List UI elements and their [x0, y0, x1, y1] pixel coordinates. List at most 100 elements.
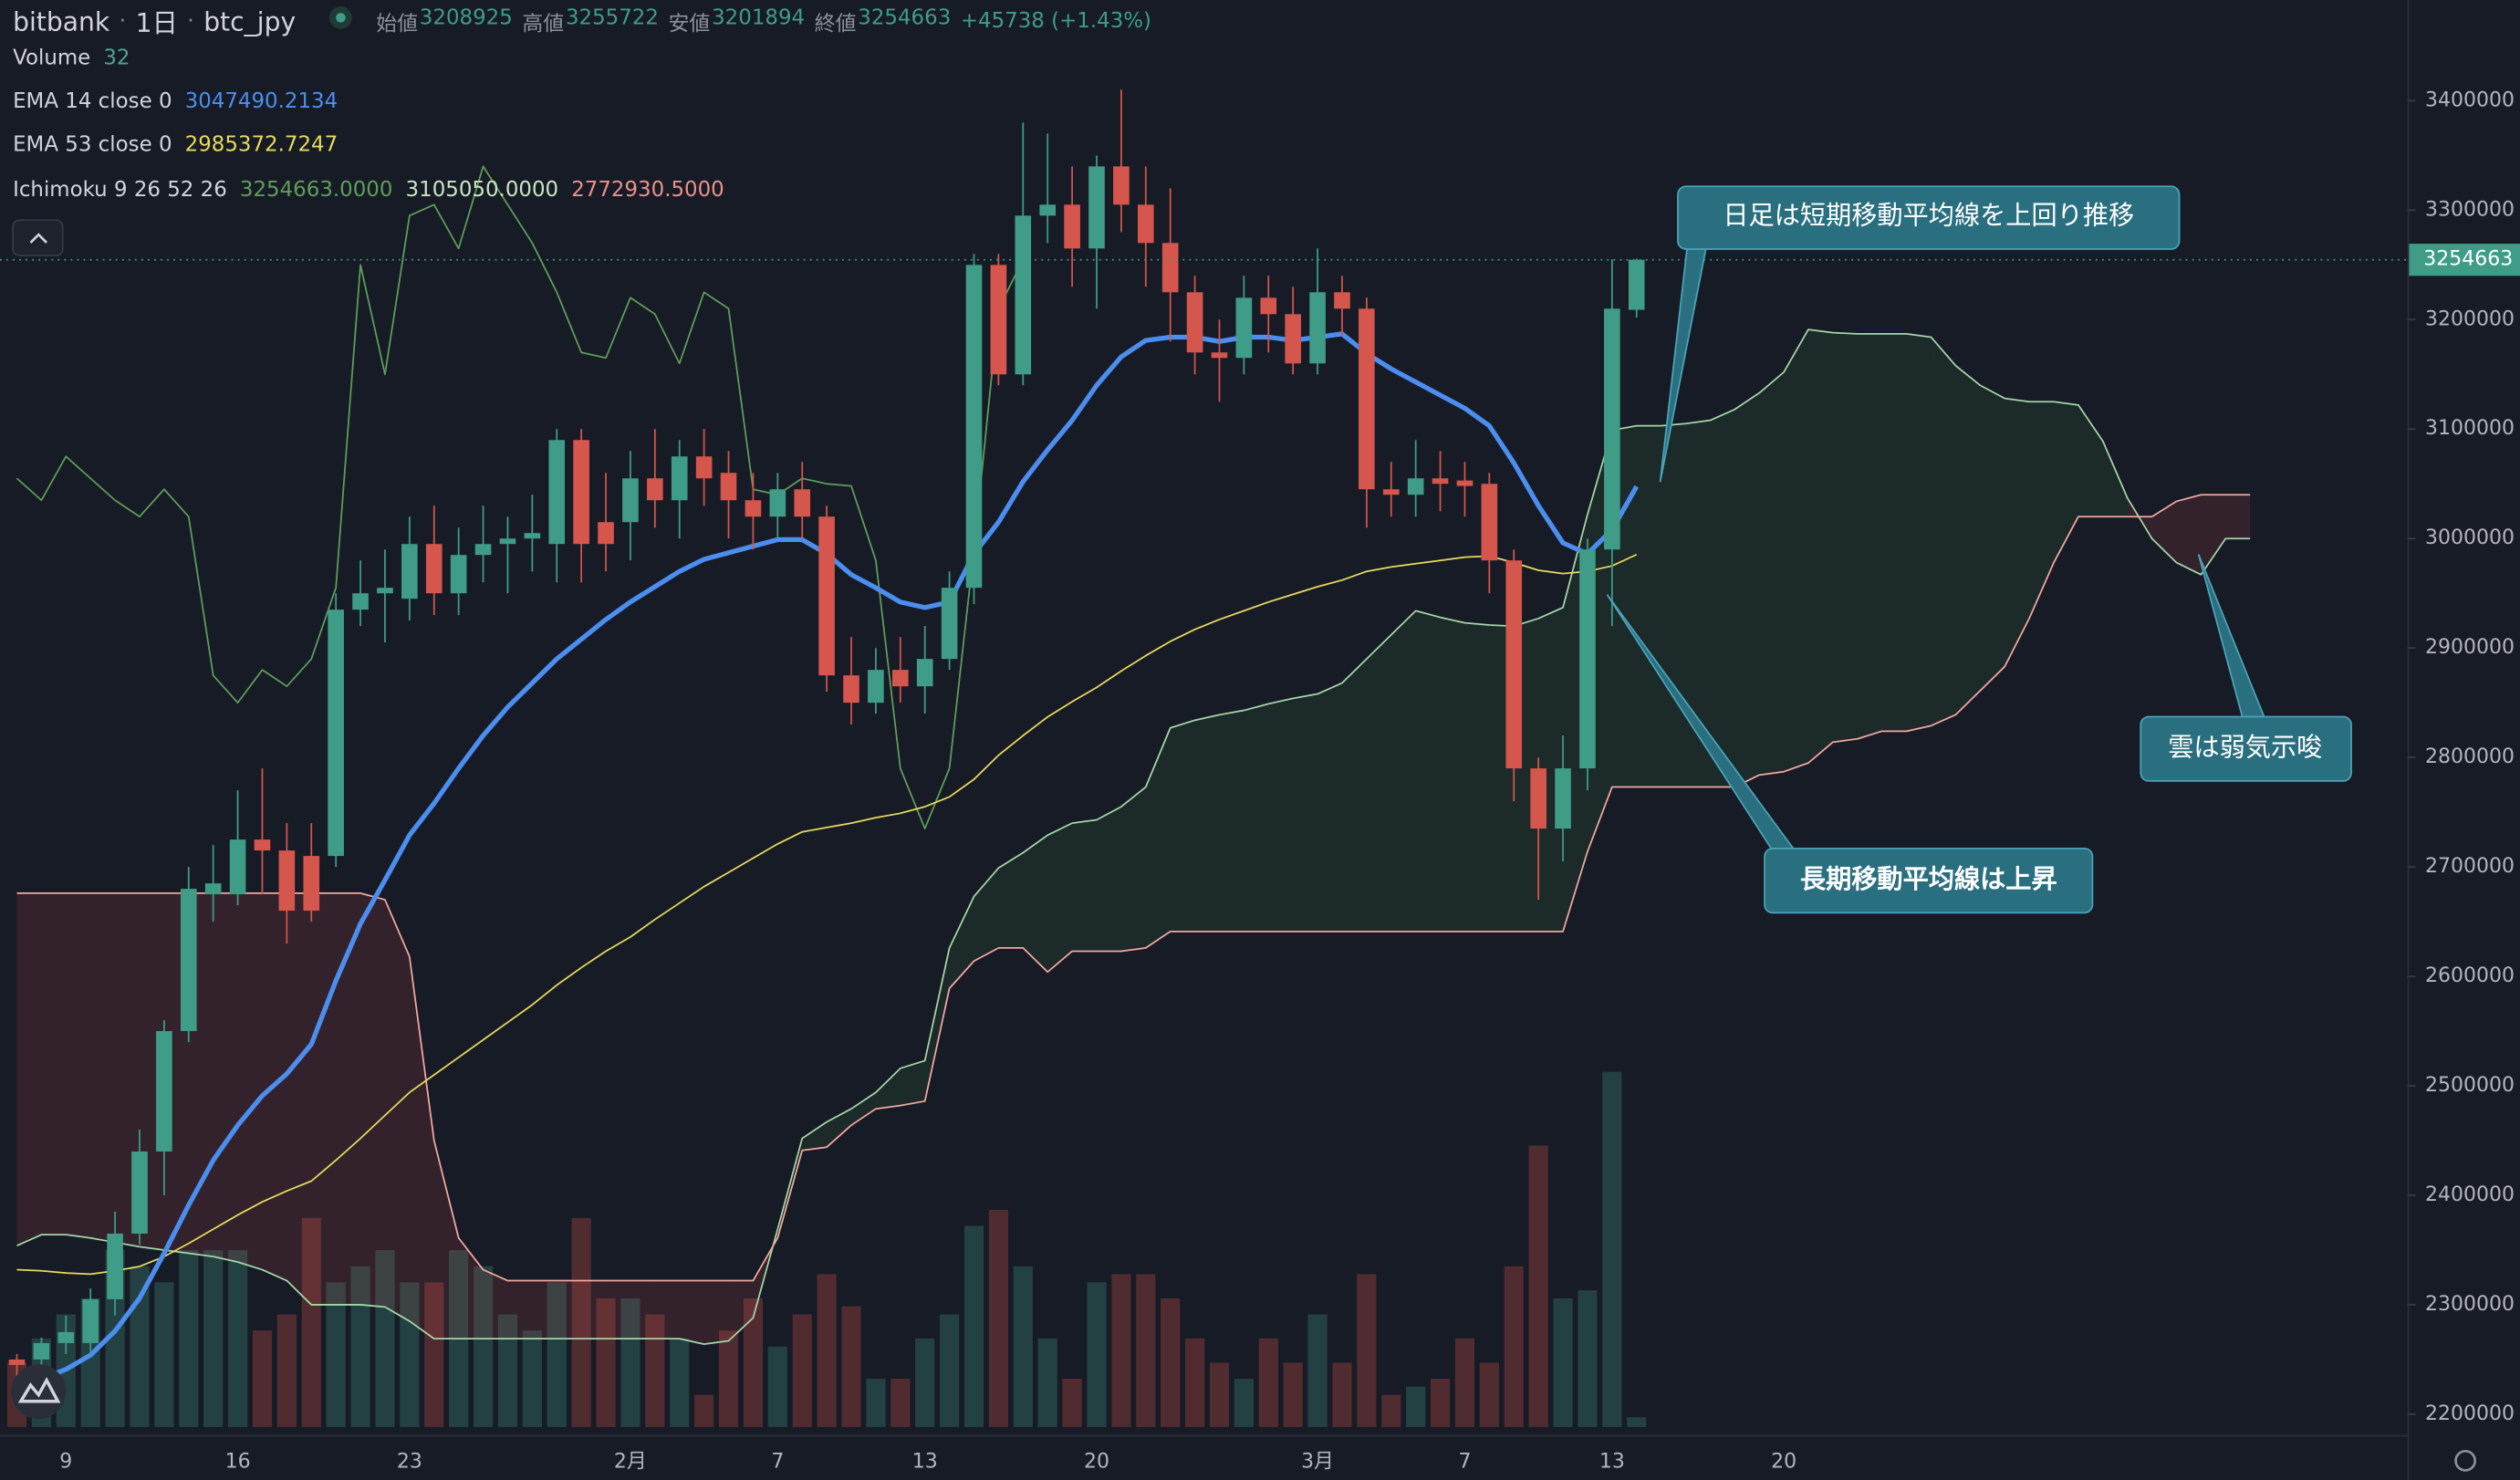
candle-body: [352, 593, 369, 610]
candle-body: [131, 1151, 148, 1234]
annotation: 日足は短期移動平均線を上回り推移: [1659, 185, 2181, 483]
candle-body: [1555, 768, 1571, 829]
volume-bar: [915, 1338, 935, 1427]
cloud: [90, 892, 116, 1243]
candle-body: [671, 456, 688, 501]
candle-body: [450, 555, 467, 594]
cloud: [311, 892, 337, 1305]
volume-bar: [276, 1314, 297, 1427]
candle-body: [548, 440, 566, 545]
candle-body: [1382, 489, 1400, 495]
cloud: [581, 1280, 607, 1339]
separator: ·: [187, 8, 194, 34]
cloud: [1955, 365, 1981, 715]
candle-body: [303, 856, 320, 912]
volume-bar: [473, 1266, 494, 1427]
cloud: [2225, 495, 2251, 539]
cloud: [409, 956, 434, 1339]
cloud: [875, 1068, 901, 1110]
cloud: [2176, 495, 2202, 575]
last-price-label: 3254663: [2423, 248, 2513, 271]
volume-bar: [252, 1330, 273, 1427]
volume-bar: [1258, 1338, 1278, 1427]
collapse-button[interactable]: [12, 219, 64, 256]
y-tick-label: 2700000: [2425, 855, 2515, 878]
candle-body: [180, 889, 197, 1032]
candle-body: [720, 473, 737, 501]
cloud: [728, 1280, 754, 1341]
candle-body: [794, 489, 811, 517]
volume-bar: [792, 1314, 812, 1427]
candle-body: [1015, 215, 1032, 375]
x-tick-label: 16: [225, 1451, 251, 1474]
volume-bar: [1209, 1362, 1230, 1427]
x-tick-label: 13: [912, 1451, 938, 1474]
cloud: [1734, 392, 1760, 787]
candle-body: [401, 544, 418, 599]
y-tick-label: 3400000: [2425, 89, 2515, 111]
x-tick-label: 7: [1458, 1451, 1471, 1474]
cloud: [1219, 710, 1244, 932]
volume-bar: [326, 1282, 346, 1427]
cloud: [1538, 607, 1564, 932]
cloud: [41, 892, 67, 1235]
cloud: [949, 896, 974, 989]
indicator-value: 3105050.0000: [405, 178, 559, 203]
axes: 2200000 2300000 2400000 2500000 2600000 27000…: [59, 89, 2520, 1474]
candle-body: [1137, 204, 1154, 244]
volume-bar: [988, 1209, 1008, 1427]
indicator-value: 3047490.2134: [184, 89, 338, 115]
volume-bar: [767, 1346, 787, 1427]
volume-bar: [596, 1298, 616, 1427]
volume-bar: [1504, 1266, 1524, 1427]
volume-bar: [1307, 1314, 1328, 1427]
indicator-name: Volume: [13, 47, 91, 71]
cloud: [1023, 835, 1048, 973]
cloud: [1857, 333, 1882, 739]
x-tick-label: 7: [771, 1451, 784, 1474]
cloud: [1268, 698, 1294, 932]
volume-bar: [1578, 1289, 1598, 1427]
volume-bar: [1185, 1338, 1205, 1427]
exchange: bitbank: [13, 5, 110, 36]
interval: 1日: [135, 7, 178, 39]
candle-body: [965, 265, 983, 589]
y-tick-label: 2300000: [2425, 1293, 2515, 1316]
annotation-text: 雲は弱気示唆: [2168, 733, 2322, 763]
candle-body: [769, 489, 786, 517]
cloud: [1096, 807, 1121, 952]
volume-bar: [1062, 1379, 1082, 1427]
annotation: 長期移動平均線は上昇: [1606, 594, 2094, 914]
cloud: [1415, 610, 1441, 932]
cloud: [1881, 333, 1907, 732]
cloud: [213, 892, 238, 1263]
cloud: [1047, 823, 1073, 973]
volume-bar: [1479, 1362, 1499, 1427]
cloud: [654, 1280, 680, 1339]
cloud: [384, 900, 410, 1321]
volume-bar: [1111, 1274, 1131, 1427]
volume-bar: [1357, 1274, 1377, 1427]
cloud: [900, 1060, 925, 1106]
cloud: [802, 1121, 828, 1151]
cloud: [924, 947, 950, 1101]
ohlc-value: 3255722: [565, 5, 659, 30]
volume-bar: [228, 1250, 248, 1427]
volume-bar: [1013, 1266, 1033, 1427]
cloud: [998, 852, 1024, 948]
volume-bar: [154, 1282, 174, 1427]
cloud: [1293, 693, 1318, 932]
candle-body: [1161, 243, 1179, 293]
x-tick-label: 9: [59, 1451, 72, 1474]
volume-bar: [743, 1298, 763, 1427]
settings-icon[interactable]: [2454, 1449, 2477, 1472]
candle-body: [1088, 166, 1105, 249]
candle-body: [1604, 308, 1620, 550]
volume-bar: [1234, 1379, 1254, 1427]
ema53-legend: EMA 53 close 0 2985372.7247: [13, 133, 338, 157]
candle-body: [229, 839, 246, 895]
y-tick-label: 3000000: [2425, 526, 2515, 549]
candle-body: [1628, 259, 1645, 310]
volume-bar: [424, 1282, 444, 1427]
